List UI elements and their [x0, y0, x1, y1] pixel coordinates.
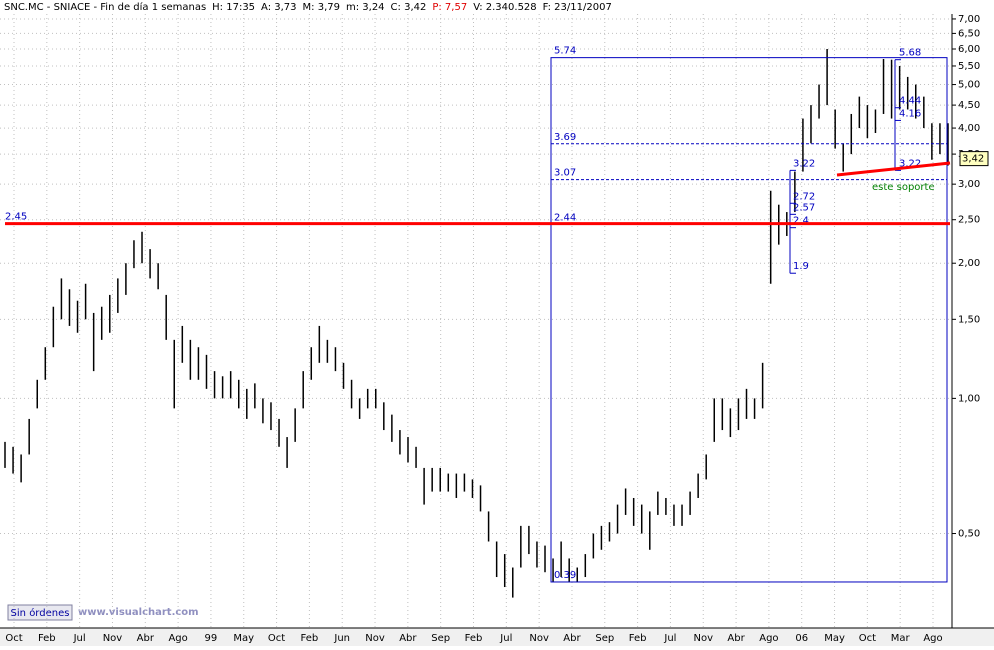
- x-tick-label: Sep: [595, 633, 614, 644]
- header: SNC.MC - SNIACE - Fin de día 1 semanas H:…: [4, 1, 612, 13]
- watermark: www.visualchart.com: [78, 607, 199, 618]
- header-item: A: 3,73: [261, 2, 296, 13]
- x-tick-label: Abr: [137, 633, 155, 644]
- x-tick-label: Ago: [759, 633, 778, 644]
- header-item: P: 7,57: [432, 2, 467, 13]
- y-tick-label: 5,00: [958, 80, 980, 91]
- x-tick-label: Ago: [168, 633, 187, 644]
- y-tick-label: 3,00: [958, 179, 980, 190]
- x-tick-label: Sep: [431, 633, 450, 644]
- last-price-label: 3,42: [962, 154, 984, 165]
- header-item: H: 17:35: [212, 2, 255, 13]
- fib-label: 3.69: [554, 132, 576, 143]
- y-tick-label: 2,00: [958, 258, 980, 269]
- x-tick-label: Abr: [563, 633, 581, 644]
- x-tick-label: Jul: [499, 633, 512, 644]
- fib-label: 2.44: [554, 212, 576, 223]
- x-tick-label: Nov: [693, 633, 713, 644]
- x-tick-label: Feb: [629, 633, 647, 644]
- x-tick-label: May: [233, 633, 254, 644]
- header-item: V: 2.340.528: [473, 2, 536, 13]
- x-tick-label: Feb: [465, 633, 483, 644]
- header-item: C: 3,42: [391, 2, 427, 13]
- fib-label: 4.16: [899, 108, 921, 119]
- fib-label: 2.4: [793, 216, 809, 227]
- x-tick-label: Jul: [663, 633, 676, 644]
- x-tick-label: 99: [205, 633, 218, 644]
- fib-label: 1.9: [793, 261, 809, 272]
- x-tick-label: Nov: [529, 633, 549, 644]
- x-axis-strip: [0, 628, 994, 646]
- y-tick-label: 5,50: [958, 61, 980, 72]
- fib-label: 3.22: [793, 158, 815, 169]
- fib-label: 2.72: [793, 191, 815, 202]
- x-tick-label: Jun: [333, 633, 350, 644]
- y-tick-label: 1,50: [958, 314, 980, 325]
- x-tick-label: 06: [795, 633, 808, 644]
- fib-label: 5.68: [899, 48, 921, 59]
- x-tick-label: May: [824, 633, 845, 644]
- y-tick-label: 6,50: [958, 28, 980, 39]
- orders-button-label: Sin órdenes: [11, 607, 70, 619]
- orders-button[interactable]: [7, 604, 73, 621]
- y-tick-label: 2,50: [958, 215, 980, 226]
- x-tick-label: Abr: [399, 633, 417, 644]
- y-tick-label: 1,00: [958, 393, 980, 404]
- x-tick-label: Abr: [727, 633, 745, 644]
- header-item: F: 23/11/2007: [543, 2, 612, 13]
- trend-line: [836, 161, 951, 177]
- y-tick-label: 0,50: [958, 529, 980, 540]
- x-tick-label: Nov: [365, 633, 385, 644]
- x-tick-label: Nov: [103, 633, 123, 644]
- fib-label: 3.07: [554, 168, 576, 179]
- x-tick-label: Mar: [891, 633, 911, 644]
- fib-label: 3.22: [899, 158, 921, 169]
- y-tick-label: 4,50: [958, 100, 980, 111]
- fib-label: 2.57: [793, 202, 815, 213]
- fib-box: [550, 57, 948, 583]
- x-tick-label: Jul: [73, 633, 86, 644]
- header-item: SNC.MC - SNIACE - Fin de día 1 semanas: [4, 1, 206, 13]
- header-item: M: 3,79: [303, 2, 340, 13]
- x-tick-label: Feb: [38, 633, 56, 644]
- fib-label: 0.39: [554, 570, 576, 581]
- fib-label: 5.74: [554, 46, 576, 57]
- x-tick-label: Oct: [5, 633, 22, 644]
- last-price-box: [959, 151, 989, 167]
- y-tick-label: 6,00: [958, 44, 980, 55]
- x-tick-label: Feb: [301, 633, 319, 644]
- header-item: m: 3,24: [346, 2, 385, 13]
- support-note: este soporte: [872, 182, 935, 193]
- y-tick-label: 4,00: [958, 123, 980, 134]
- x-tick-label: Oct: [859, 633, 876, 644]
- y-tick-label: 7,00: [958, 14, 980, 25]
- support-label: 2.45: [5, 212, 27, 223]
- fib-label: 4.44: [899, 96, 921, 107]
- x-tick-label: Oct: [268, 633, 285, 644]
- x-tick-label: Ago: [923, 633, 942, 644]
